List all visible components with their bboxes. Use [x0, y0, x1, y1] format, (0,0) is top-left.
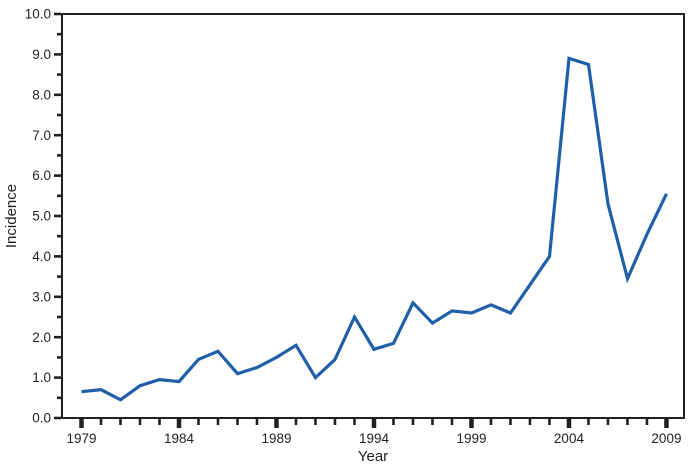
x-axis-tick-label: 1979 — [66, 431, 96, 446]
x-axis-tick-label: 1999 — [456, 431, 486, 446]
y-axis-tick-label: 10.0 — [25, 7, 51, 22]
y-axis-tick-label: 0.0 — [32, 411, 51, 426]
x-axis-title: Year — [358, 448, 388, 465]
incidence-series-line — [81, 56, 668, 402]
x-axis-tick-label: 2004 — [554, 431, 585, 446]
y-axis-tick-label: 7.0 — [32, 128, 51, 143]
y-axis-tick-label: 1.0 — [32, 370, 51, 385]
y-axis-tick-label: 9.0 — [32, 47, 51, 62]
y-axis-tick-label: 5.0 — [32, 209, 51, 224]
plot-area: 0.0 1.0 2.0 3.0 4.0 5.0 6.0 7.0 8.0 9.0 10.0 1979 19… — [25, 7, 685, 446]
y-axis-tick-label: 4.0 — [32, 249, 51, 264]
y-axis-tick-label: 2.0 — [32, 330, 51, 345]
y-axis-title: Incidence — [3, 184, 20, 248]
plot-border — [61, 13, 685, 419]
x-axis-tick-label: 1984 — [164, 431, 195, 446]
y-axis-tick-label: 8.0 — [32, 87, 51, 102]
y-axis-tick-label: 3.0 — [32, 289, 51, 304]
x-axis-tick-label: 1989 — [261, 431, 291, 446]
y-axis-tick-label: 6.0 — [32, 168, 51, 183]
x-axis-tick-label: 1994 — [359, 431, 390, 446]
x-axis-tick-label: 2009 — [651, 431, 681, 446]
